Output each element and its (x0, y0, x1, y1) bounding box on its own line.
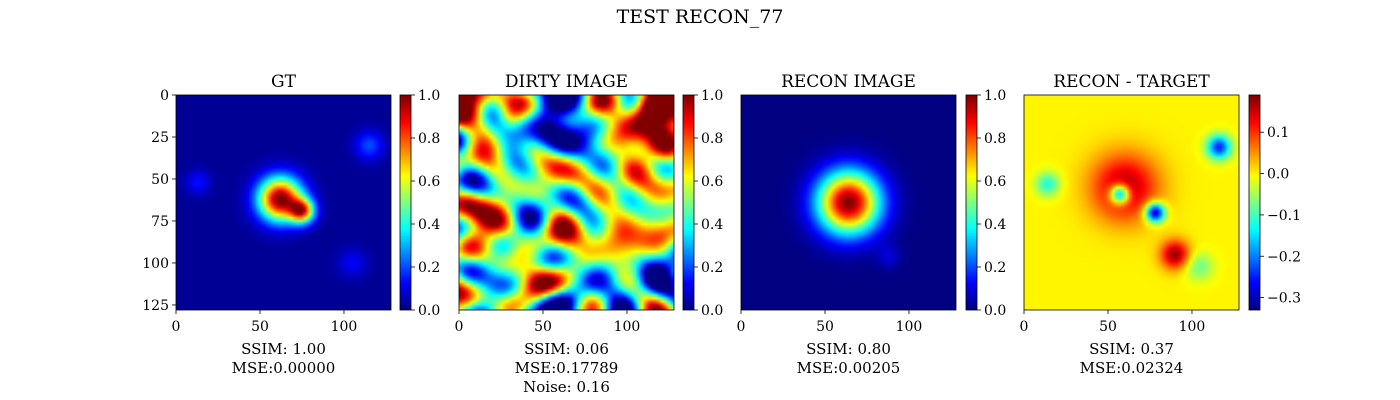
colorbar-tick-label: 0.0 (1267, 167, 1289, 183)
heatmap-image (741, 95, 956, 310)
colorbar-tick-label: 0.8 (701, 131, 723, 147)
colorbar-tick-label: 0.4 (701, 217, 723, 233)
colorbar-tick-label: 0.8 (984, 131, 1006, 147)
caption-line: SSIM: 0.80 (806, 340, 891, 358)
figure-title: TEST RECON_77 (617, 6, 784, 28)
colorbar-tick-label: 0.6 (701, 174, 723, 190)
panel-title: DIRTY IMAGE (505, 72, 628, 92)
x-tick-label: 0 (172, 319, 181, 335)
x-tick-label: 50 (534, 319, 552, 335)
x-tick-label: 50 (1099, 319, 1117, 335)
y-tick-label: 25 (151, 130, 169, 146)
heatmap-image (1024, 95, 1239, 310)
y-tick-label: 125 (142, 298, 169, 314)
heatmap-image (459, 95, 674, 310)
panel-1: GT 0 50 100 0 25 50 75 100 125 0.0 0.2 0.4 0.6 0.8 1.0 (142, 72, 440, 335)
panel-4: RECON - TARGET 0 50 100 0.1 0.0 −0.1 −0.2 −0.3 (1020, 72, 1301, 335)
caption-line: MSE:0.02324 (1079, 359, 1184, 377)
x-tick-label: 0 (737, 319, 746, 335)
y-tick-label: 50 (151, 172, 169, 188)
axes-frame (740, 94, 957, 311)
colorbar-tick-label: 0.2 (984, 260, 1006, 276)
colorbar-tick-label: −0.2 (1267, 249, 1301, 265)
caption-line: MSE:0.17789 (514, 359, 619, 377)
metrics-caption: SSIM: 0.06 MSE:0.17789 Noise: 0.16 (467, 340, 667, 397)
x-tick-label: 100 (896, 319, 923, 335)
panel-3: RECON IMAGE 0 50 100 0.0 0.2 0.4 0.6 0.8 1.0 (737, 72, 1007, 335)
colorbar-frame (399, 94, 412, 311)
x-tick-label: 100 (1179, 319, 1206, 335)
panel-title: GT (271, 72, 297, 92)
caption-line: SSIM: 1.00 (241, 340, 326, 358)
x-tick-label: 100 (331, 319, 358, 335)
y-tick-label: 0 (160, 88, 169, 104)
panel-title: RECON - TARGET (1053, 72, 1210, 92)
caption-line: MSE:0.00000 (231, 359, 336, 377)
x-tick-label: 100 (614, 319, 641, 335)
x-tick-label: 50 (251, 319, 269, 335)
x-tick-label: 0 (1020, 319, 1029, 335)
colorbar-tick-label: 0.0 (984, 303, 1006, 319)
colorbar-frame (1248, 94, 1261, 311)
panel-title: RECON IMAGE (781, 72, 916, 92)
panel-2: DIRTY IMAGE 0 50 100 0.0 0.2 0.4 0.6 0.8 1.0 (455, 72, 724, 335)
colorbar (683, 95, 694, 310)
caption-line: Noise: 0.16 (523, 378, 610, 396)
caption-line: SSIM: 0.06 (524, 340, 609, 358)
colorbar-tick-label: −0.1 (1267, 208, 1301, 224)
colorbar-tick-label: 1.0 (701, 88, 723, 104)
colorbar-tick-label: 0.2 (418, 260, 440, 276)
heatmap-image (176, 95, 391, 310)
colorbar-tick-label: 0.0 (701, 303, 723, 319)
colorbar-tick-label: 0.2 (701, 260, 723, 276)
colorbar-frame (965, 94, 978, 311)
colorbar (1249, 95, 1260, 310)
colorbar-tick-label: −0.3 (1267, 291, 1301, 307)
colorbar-tick-label: 0.0 (418, 303, 440, 319)
colorbar-tick-label: 1.0 (418, 88, 440, 104)
caption-line: MSE:0.00205 (796, 359, 901, 377)
axes-frame (458, 94, 675, 311)
metrics-caption: SSIM: 0.80 MSE:0.00205 (749, 340, 949, 378)
colorbar-tick-label: 0.4 (984, 217, 1006, 233)
axes-frame (175, 94, 392, 311)
colorbar (400, 95, 411, 310)
metrics-caption: SSIM: 0.37 MSE:0.02324 (1032, 340, 1232, 378)
colorbar-tick-label: 1.0 (984, 88, 1006, 104)
x-tick-label: 0 (455, 319, 464, 335)
caption-line: SSIM: 0.37 (1089, 340, 1174, 358)
colorbar-frame (682, 94, 695, 311)
axes-frame (1023, 94, 1240, 311)
y-tick-label: 100 (142, 256, 169, 272)
colorbar-tick-label: 0.1 (1267, 125, 1289, 141)
colorbar-tick-label: 0.6 (418, 174, 440, 190)
colorbar (966, 95, 977, 310)
colorbar-tick-label: 0.8 (418, 131, 440, 147)
metrics-caption: SSIM: 1.00 MSE:0.00000 (184, 340, 384, 378)
y-tick-label: 75 (151, 214, 169, 230)
colorbar-tick-label: 0.6 (984, 174, 1006, 190)
x-tick-label: 50 (816, 319, 834, 335)
colorbar-tick-label: 0.4 (418, 217, 440, 233)
